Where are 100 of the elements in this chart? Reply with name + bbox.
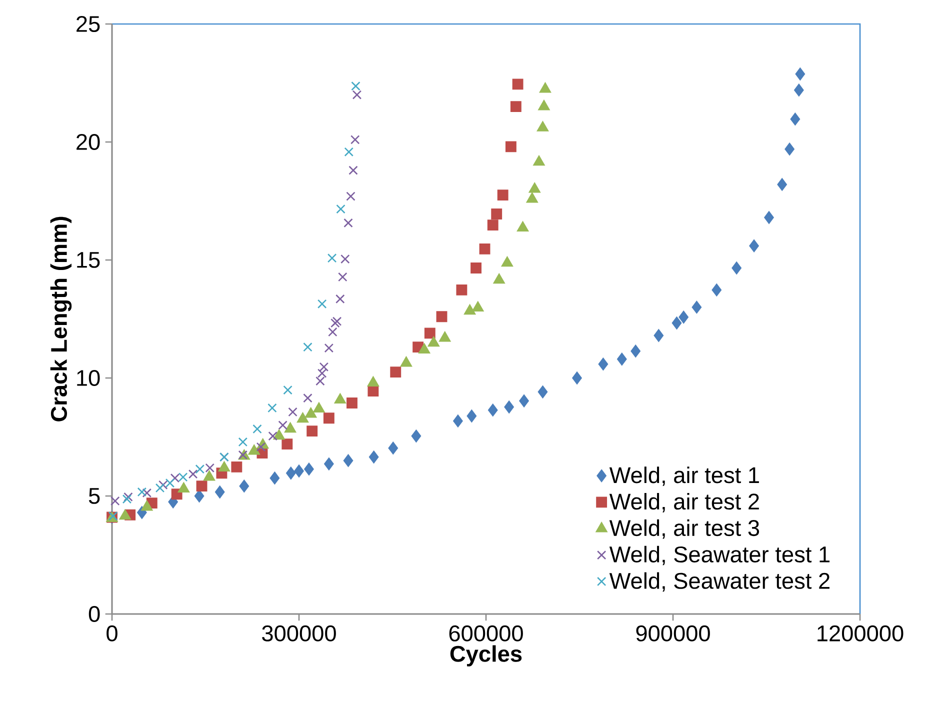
legend-label: Weld, Seawater test 2 [609,572,830,592]
point [196,480,208,492]
point [491,208,502,220]
legend-label: Weld, air test 2 [609,493,759,512]
point [678,310,688,324]
point [336,204,346,214]
point [313,402,325,413]
point [328,327,338,337]
point [497,190,508,201]
point [178,472,188,482]
point [533,156,545,166]
point [487,220,498,231]
x-tick-label: 600000 [449,625,523,642]
point [672,316,682,330]
point [470,262,482,274]
point [390,366,402,378]
point [203,470,215,481]
point [283,385,292,395]
point [572,372,582,384]
point [424,328,436,339]
point [784,142,794,156]
point [344,218,353,228]
point [493,274,505,284]
point [343,454,354,467]
x-tick-label: 900000 [636,625,710,642]
point [296,412,308,423]
point [488,404,498,416]
point [324,458,334,470]
point [195,464,205,474]
point [110,496,120,506]
point [338,272,348,282]
point [654,329,664,342]
point [749,240,759,252]
point [317,368,327,378]
point [288,407,298,417]
point [692,300,702,314]
point [510,101,522,112]
point [428,336,440,347]
y-tick-label: 20 [76,134,100,150]
point [324,343,334,353]
point [732,262,742,274]
point [539,82,551,93]
y-tick-label: 10 [77,370,100,386]
point [303,342,312,352]
point [319,362,329,372]
legend-label: Weld, air test 3 [609,519,760,539]
point [466,410,477,422]
point [505,141,516,152]
point [141,500,153,511]
point [519,394,529,408]
point [256,442,266,452]
y-tick-label: 0 [88,606,100,622]
point [388,442,398,454]
point [538,386,548,398]
point [346,192,356,201]
point [218,461,230,472]
point [305,408,317,418]
legend-label: Weld, Seawater test 1 [609,546,830,566]
x-axis-title: Cycles [450,645,522,666]
point [795,68,806,80]
point [238,437,248,447]
point [205,463,214,473]
point [464,304,476,315]
point [472,301,484,312]
point [252,424,262,434]
point [284,422,296,433]
point [239,480,250,492]
legend-label: Weld, air test 1 [609,466,759,486]
point [270,472,280,484]
point [330,318,340,328]
point [155,483,165,493]
point [479,243,490,254]
point [504,400,514,414]
point [273,430,285,440]
point [137,506,147,519]
point [764,211,774,224]
point [790,112,800,126]
point [352,90,362,100]
point [368,386,379,396]
point [439,332,451,342]
point [323,412,334,424]
point [142,488,152,498]
point [119,510,131,520]
point [453,414,463,428]
point [517,221,529,232]
point [400,356,412,367]
point [777,178,787,191]
point [188,469,198,479]
point [630,344,640,358]
point [165,478,175,488]
point [317,299,327,309]
point [411,430,422,442]
point [436,311,448,322]
point [332,316,342,326]
y-tick-label: 15 [77,252,100,268]
y-tick-label: 25 [76,16,100,32]
point [418,343,430,354]
x-tick-label: 300000 [262,625,336,642]
point [178,482,190,493]
point [351,81,360,91]
